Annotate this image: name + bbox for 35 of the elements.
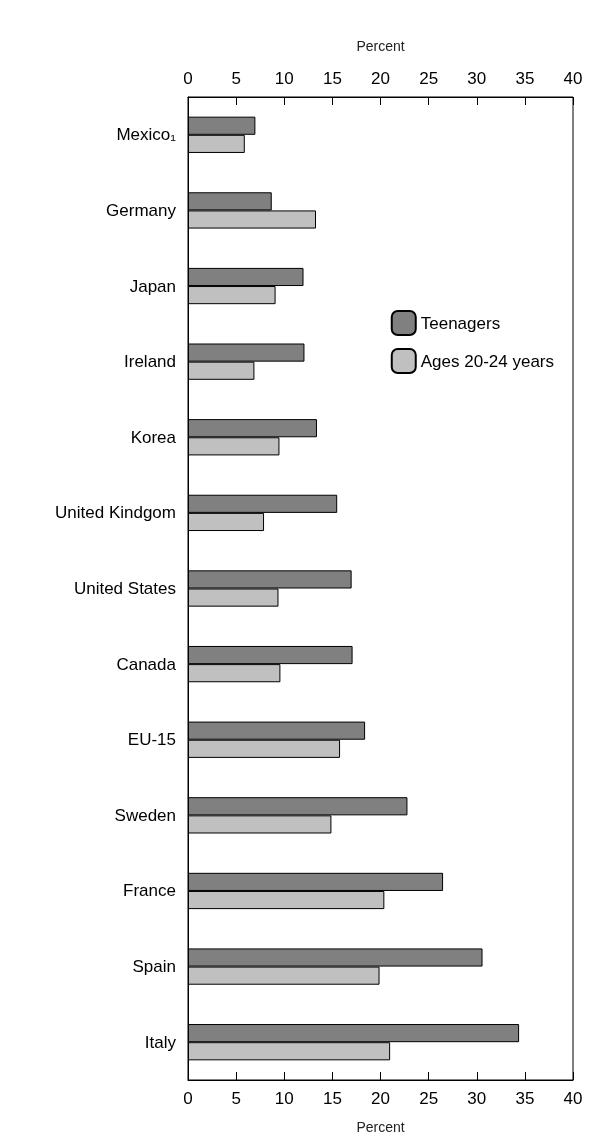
y-tick-label: France <box>123 881 176 901</box>
x-tick-label: 30 <box>467 1089 487 1108</box>
y-tick-label: Sweden <box>114 805 176 825</box>
x-tick-label: 15 <box>322 1089 342 1108</box>
x2-tick-label: 25 <box>419 69 439 88</box>
x2-tick-label: 20 <box>371 69 390 88</box>
y-tick-label: Mexico₁ <box>116 125 177 145</box>
x-tick-label: 5 <box>231 1089 241 1108</box>
y-tick-label: Canada <box>116 654 177 674</box>
x-tick-label: 10 <box>274 1089 294 1108</box>
y-tick-label: Ireland <box>124 352 176 372</box>
x2-tick-label: 40 <box>563 69 583 88</box>
x2-tick-label: 10 <box>274 69 294 88</box>
x-axis-title: Percent <box>356 1119 405 1135</box>
x-tick-label: 20 <box>371 1089 390 1108</box>
y-tick-label: Spain <box>132 957 176 977</box>
x2-tick-label: 0 <box>183 69 193 88</box>
x-tick-label: 25 <box>419 1089 439 1108</box>
y-tick-label: Germany <box>106 200 177 220</box>
y-tick-label: Italy <box>144 1032 177 1052</box>
x-tick-label: 40 <box>563 1089 583 1108</box>
x-tick-label: 35 <box>515 1089 535 1108</box>
legend-label: Ages 20-24 years <box>420 351 555 371</box>
x2-tick-label: 5 <box>231 69 241 88</box>
x-tick-label: 0 <box>183 1089 193 1108</box>
y-tick-label: Korea <box>130 427 177 447</box>
x2-axis-title: Percent <box>356 38 405 54</box>
x2-tick-label: 30 <box>467 69 487 88</box>
y-tick-label: United Kindgom <box>55 503 176 523</box>
legend-label: Teenagers <box>420 313 501 333</box>
y-tick-label: EU-15 <box>127 730 176 750</box>
y-tick-label: Japan <box>129 276 176 296</box>
x2-tick-label: 35 <box>515 69 535 88</box>
x2-tick-label: 15 <box>322 69 342 88</box>
y-tick-label: United States <box>73 579 176 598</box>
